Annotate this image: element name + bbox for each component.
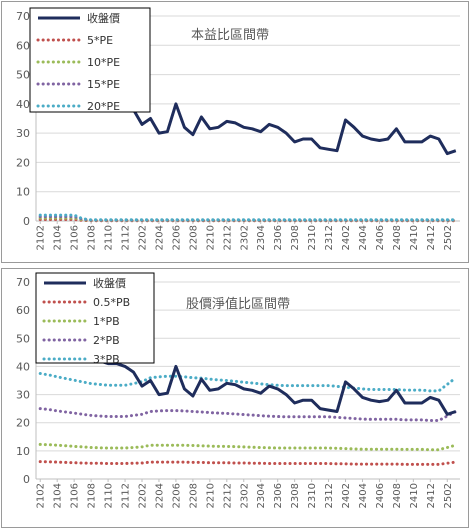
x-tick-label: 2108 bbox=[87, 483, 98, 508]
legend-box bbox=[35, 272, 155, 364]
pb-band-chart: 0 10 20 30 40 50 60 70 2102 2104 2106 2108 2110 2112 2… bbox=[16, 272, 460, 508]
x-tick-label: 2406 bbox=[375, 225, 386, 250]
y-tick-label: 20 bbox=[16, 156, 30, 169]
x-tick-label: 2106 bbox=[70, 225, 81, 250]
series-line bbox=[38, 442, 458, 452]
x-tick-label: 2212 bbox=[222, 483, 233, 508]
y-tick-label: 0 bbox=[23, 215, 30, 228]
x-tick-label: 2104 bbox=[53, 225, 64, 250]
x-tick-label: 2112 bbox=[121, 225, 132, 250]
pe-band-chart-panel: 0 10 20 30 40 50 60 70 2102 2104 2106 2108 2110 2112 2… bbox=[1, 1, 469, 263]
legend-entry-label: 5*PE bbox=[87, 34, 113, 47]
chart-title: 本益比區間帶 bbox=[191, 28, 269, 43]
y-tick-label: 10 bbox=[16, 186, 30, 199]
series-line bbox=[38, 372, 458, 393]
y-tick-label: 60 bbox=[16, 304, 30, 317]
x-tick-label: 2102 bbox=[36, 483, 47, 508]
x-tick-label: 2412 bbox=[426, 483, 437, 508]
series-line bbox=[38, 460, 458, 466]
y-tick-label: 70 bbox=[16, 276, 30, 289]
x-tick-label: 2312 bbox=[324, 225, 335, 250]
series-line bbox=[40, 353, 457, 416]
legend-entry-label: 10*PE bbox=[87, 56, 120, 69]
chart-title: 股價淨值比區間帶 bbox=[186, 296, 290, 312]
x-tick-label: 2404 bbox=[358, 225, 369, 250]
legend-entry-label: 20*PE bbox=[87, 100, 120, 113]
x-tick-label: 2110 bbox=[104, 483, 115, 508]
legend-entry-label: 收盤價 bbox=[93, 276, 126, 290]
series-line bbox=[38, 213, 458, 222]
x-tick-label: 2502 bbox=[443, 225, 454, 250]
x-tick-label: 2306 bbox=[273, 225, 284, 250]
legend-entry-label: 3*PB bbox=[93, 353, 120, 366]
x-tick-label: 2210 bbox=[205, 483, 216, 508]
x-tick-label: 2408 bbox=[392, 483, 403, 508]
x-tick-label: 2502 bbox=[443, 483, 454, 508]
y-tick-label: 50 bbox=[16, 332, 30, 345]
x-tick-label: 2208 bbox=[188, 483, 199, 508]
x-tick-label: 2304 bbox=[256, 483, 267, 508]
x-tick-label: 2312 bbox=[324, 483, 335, 508]
x-tick-label: 2108 bbox=[87, 225, 98, 250]
pe-band-chart: 0 10 20 30 40 50 60 70 2102 2104 2106 2108 2110 2112 2… bbox=[16, 7, 460, 250]
x-tick-label: 2210 bbox=[205, 225, 216, 250]
x-tick-label: 2206 bbox=[171, 483, 182, 508]
y-tick-label: 70 bbox=[16, 10, 30, 23]
x-tick-label: 2204 bbox=[154, 225, 165, 250]
x-tick-label: 2410 bbox=[409, 225, 420, 250]
x-tick-label: 2404 bbox=[358, 483, 369, 508]
x-tick-label: 2402 bbox=[341, 225, 352, 250]
legend-entry-label: 1*PB bbox=[93, 315, 120, 328]
y-tick-label: 30 bbox=[16, 389, 30, 402]
x-tick-label: 2306 bbox=[273, 483, 284, 508]
x-tick-label: 2202 bbox=[138, 483, 149, 508]
x-tick-label: 2104 bbox=[53, 483, 64, 508]
x-tick-label: 2112 bbox=[121, 483, 132, 508]
pb-band-chart-panel: 0 10 20 30 40 50 60 70 2102 2104 2106 2108 2110 2112 2… bbox=[1, 268, 469, 528]
x-tick-label: 2304 bbox=[256, 225, 267, 250]
x-tick-label: 2408 bbox=[392, 225, 403, 250]
x-tick-label: 2202 bbox=[138, 225, 149, 250]
legend-entry-label: 15*PE bbox=[87, 78, 120, 91]
x-tick-label: 2204 bbox=[154, 483, 165, 508]
legend-entry-label: 0.5*PB bbox=[93, 296, 130, 309]
y-tick-label: 0 bbox=[23, 473, 30, 486]
x-tick-label: 2106 bbox=[70, 483, 81, 508]
x-tick-label: 2102 bbox=[36, 225, 47, 250]
y-tick-label: 10 bbox=[16, 445, 30, 458]
x-tick-label: 2302 bbox=[239, 225, 250, 250]
y-tick-label: 40 bbox=[16, 98, 30, 111]
y-tick-label: 20 bbox=[16, 417, 30, 430]
x-tick-label: 2206 bbox=[171, 225, 182, 250]
y-tick-label: 50 bbox=[16, 69, 30, 82]
x-tick-label: 2310 bbox=[307, 225, 318, 250]
x-tick-label: 2410 bbox=[409, 483, 420, 508]
x-tick-label: 2302 bbox=[239, 483, 250, 508]
y-tick-label: 40 bbox=[16, 360, 30, 373]
legend-entry-label: 2*PB bbox=[93, 334, 120, 347]
x-tick-label: 2208 bbox=[188, 225, 199, 250]
x-tick-label: 2310 bbox=[307, 483, 318, 508]
legend-entry-label: 收盤價 bbox=[87, 11, 120, 25]
y-tick-label: 60 bbox=[16, 39, 30, 52]
legend-box bbox=[29, 7, 151, 113]
x-tick-label: 2402 bbox=[341, 483, 352, 508]
x-tick-label: 2308 bbox=[290, 483, 301, 508]
x-tick-label: 2308 bbox=[290, 225, 301, 250]
series-line bbox=[38, 407, 458, 422]
x-tick-label: 2406 bbox=[375, 483, 386, 508]
x-tick-label: 2412 bbox=[426, 225, 437, 250]
y-tick-label: 30 bbox=[16, 127, 30, 140]
x-tick-label: 2212 bbox=[222, 225, 233, 250]
x-tick-label: 2110 bbox=[104, 225, 115, 250]
